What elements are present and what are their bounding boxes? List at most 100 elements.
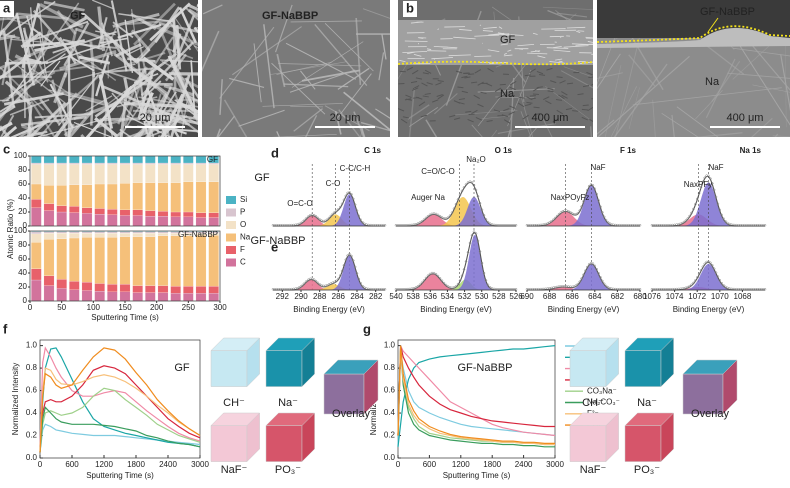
fiber bbox=[487, 49, 500, 53]
fiber bbox=[545, 85, 593, 123]
bar-segment bbox=[157, 182, 169, 212]
y-tick-label: 0.4 bbox=[384, 408, 396, 417]
chart-tag: GF bbox=[207, 155, 218, 164]
fiber bbox=[628, 87, 640, 130]
fiber bbox=[4, 80, 32, 106]
legend-swatch bbox=[226, 196, 236, 204]
plot-frame bbox=[39, 339, 201, 459]
data-point bbox=[582, 200, 585, 203]
data-point bbox=[355, 209, 359, 212]
fiber bbox=[138, 96, 198, 108]
data-point bbox=[426, 274, 430, 277]
annotation: Auger Na bbox=[411, 193, 445, 202]
fiber bbox=[752, 84, 790, 93]
fiber bbox=[433, 57, 436, 60]
bar-segment bbox=[43, 233, 55, 240]
data-point bbox=[703, 262, 706, 266]
y-axis-label: Normalized Intensity bbox=[11, 363, 20, 435]
bar-segment bbox=[94, 183, 105, 209]
fiber bbox=[117, 23, 162, 39]
fiber bbox=[9, 119, 51, 137]
texture bbox=[545, 100, 552, 105]
bar-segment bbox=[183, 155, 194, 164]
fit-component bbox=[396, 214, 516, 226]
fiber bbox=[229, 77, 265, 89]
fiber bbox=[661, 112, 699, 137]
texture bbox=[536, 86, 543, 89]
texture bbox=[426, 82, 433, 85]
image-label: GF bbox=[70, 10, 86, 22]
data-point bbox=[329, 214, 333, 218]
fit-component bbox=[396, 279, 516, 290]
bar-segment bbox=[69, 237, 80, 282]
x-tick-label: 1072 bbox=[688, 292, 706, 301]
fiber bbox=[10, 38, 79, 46]
texture bbox=[474, 69, 482, 74]
y-tick-label: 0.8 bbox=[26, 363, 38, 372]
fiber bbox=[517, 43, 535, 47]
texture bbox=[471, 109, 478, 115]
data-point bbox=[586, 188, 589, 192]
bar-segment bbox=[56, 233, 67, 239]
fiber bbox=[45, 39, 118, 65]
data-point bbox=[303, 218, 306, 222]
data-point bbox=[456, 282, 460, 286]
fiber bbox=[163, 84, 195, 97]
fiber bbox=[16, 12, 69, 20]
bar-segment bbox=[195, 235, 207, 287]
y-tick-label: 0.6 bbox=[26, 386, 38, 395]
fiber bbox=[129, 66, 158, 90]
fiber bbox=[434, 93, 458, 115]
texture bbox=[410, 81, 418, 84]
fit-component bbox=[396, 197, 516, 226]
data-point bbox=[318, 283, 321, 286]
data-point bbox=[582, 273, 585, 276]
fiber bbox=[51, 79, 68, 137]
bar-segment bbox=[195, 217, 207, 227]
legend-label: C bbox=[240, 258, 246, 267]
x-tick-label: 1800 bbox=[483, 460, 501, 469]
fiber bbox=[97, 6, 106, 52]
bar-segment bbox=[208, 286, 219, 294]
data-point bbox=[569, 211, 572, 214]
bar-segment bbox=[81, 162, 93, 165]
x-tick-label: 200 bbox=[150, 303, 164, 312]
fiber bbox=[94, 117, 119, 137]
texture bbox=[475, 117, 483, 121]
fit-component bbox=[273, 194, 385, 226]
bar-segment bbox=[94, 283, 105, 292]
bar-segment bbox=[81, 164, 93, 185]
fiber bbox=[632, 87, 782, 106]
bar-segment bbox=[170, 235, 181, 287]
x-tick-label: 1200 bbox=[452, 460, 470, 469]
cube-label: PO₃⁻ bbox=[634, 464, 660, 476]
series-line bbox=[397, 345, 556, 437]
fiber bbox=[0, 125, 11, 137]
fiber bbox=[378, 52, 385, 81]
bar-segment bbox=[157, 211, 169, 217]
x-axis-label: Sputtering Time (s) bbox=[91, 313, 159, 322]
x-tick-label: 532 bbox=[458, 292, 472, 301]
data-point bbox=[591, 262, 595, 265]
fiber bbox=[253, 43, 262, 103]
fiber bbox=[482, 30, 493, 32]
data-point bbox=[555, 214, 559, 218]
fiber bbox=[276, 61, 333, 75]
fiber bbox=[4, 0, 56, 37]
data-point bbox=[606, 221, 610, 224]
series-line bbox=[39, 347, 201, 453]
bar-segment bbox=[31, 155, 42, 164]
bar-segment bbox=[119, 164, 131, 184]
data-point bbox=[452, 286, 456, 289]
bar-segment bbox=[43, 185, 55, 204]
bar-segment bbox=[31, 207, 42, 227]
bar-segment bbox=[119, 215, 131, 227]
data-point bbox=[418, 221, 422, 224]
fiber bbox=[232, 26, 302, 76]
scale-bar-label: 400 μm bbox=[727, 112, 764, 124]
fiber bbox=[171, 71, 198, 89]
cube-label: CH⁻ bbox=[223, 397, 245, 409]
bar-segment bbox=[43, 164, 55, 186]
fiber bbox=[72, 42, 81, 62]
data-point bbox=[466, 251, 470, 254]
